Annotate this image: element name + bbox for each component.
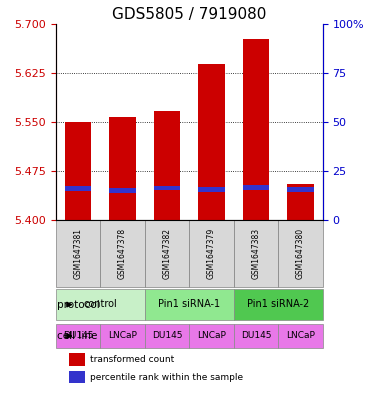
Text: DU145: DU145 [63, 331, 93, 340]
FancyBboxPatch shape [145, 288, 234, 321]
Bar [243, 185, 269, 189]
FancyBboxPatch shape [56, 288, 145, 321]
Text: DU145: DU145 [152, 331, 182, 340]
Bar [65, 123, 91, 220]
Text: LNCaP: LNCaP [108, 331, 137, 340]
Bar [69, 353, 85, 365]
Text: Pin1 siRNA-2: Pin1 siRNA-2 [247, 299, 309, 309]
Bar [198, 187, 225, 192]
Text: percentile rank within the sample: percentile rank within the sample [91, 373, 243, 382]
FancyBboxPatch shape [189, 324, 234, 348]
Bar [198, 64, 225, 220]
Bar [65, 186, 91, 191]
FancyBboxPatch shape [56, 324, 100, 348]
FancyBboxPatch shape [100, 324, 145, 348]
Text: control: control [83, 299, 117, 309]
Text: GSM1647379: GSM1647379 [207, 228, 216, 279]
FancyBboxPatch shape [234, 288, 323, 321]
Bar [287, 187, 314, 192]
Bar [287, 184, 314, 220]
Title: GDS5805 / 7919080: GDS5805 / 7919080 [112, 7, 266, 22]
FancyBboxPatch shape [100, 220, 145, 287]
Bar [154, 186, 180, 190]
Text: protocol: protocol [56, 299, 99, 310]
FancyBboxPatch shape [145, 324, 189, 348]
Text: DU145: DU145 [241, 331, 271, 340]
Text: GSM1647383: GSM1647383 [252, 228, 260, 279]
Bar [109, 188, 136, 193]
Text: cell line: cell line [56, 331, 97, 341]
FancyBboxPatch shape [145, 220, 189, 287]
FancyBboxPatch shape [278, 220, 323, 287]
Text: GSM1647378: GSM1647378 [118, 228, 127, 279]
Text: GSM1647380: GSM1647380 [296, 228, 305, 279]
Bar [243, 39, 269, 220]
FancyBboxPatch shape [234, 324, 278, 348]
Bar [109, 117, 136, 220]
Text: LNCaP: LNCaP [286, 331, 315, 340]
FancyBboxPatch shape [234, 220, 278, 287]
Text: GSM1647381: GSM1647381 [73, 228, 82, 279]
Bar [154, 111, 180, 220]
Text: transformed count: transformed count [91, 355, 175, 364]
FancyBboxPatch shape [56, 220, 100, 287]
Bar [69, 371, 85, 384]
Text: Pin1 siRNA-1: Pin1 siRNA-1 [158, 299, 220, 309]
Text: GSM1647382: GSM1647382 [162, 228, 171, 279]
FancyBboxPatch shape [278, 324, 323, 348]
Text: LNCaP: LNCaP [197, 331, 226, 340]
FancyBboxPatch shape [189, 220, 234, 287]
